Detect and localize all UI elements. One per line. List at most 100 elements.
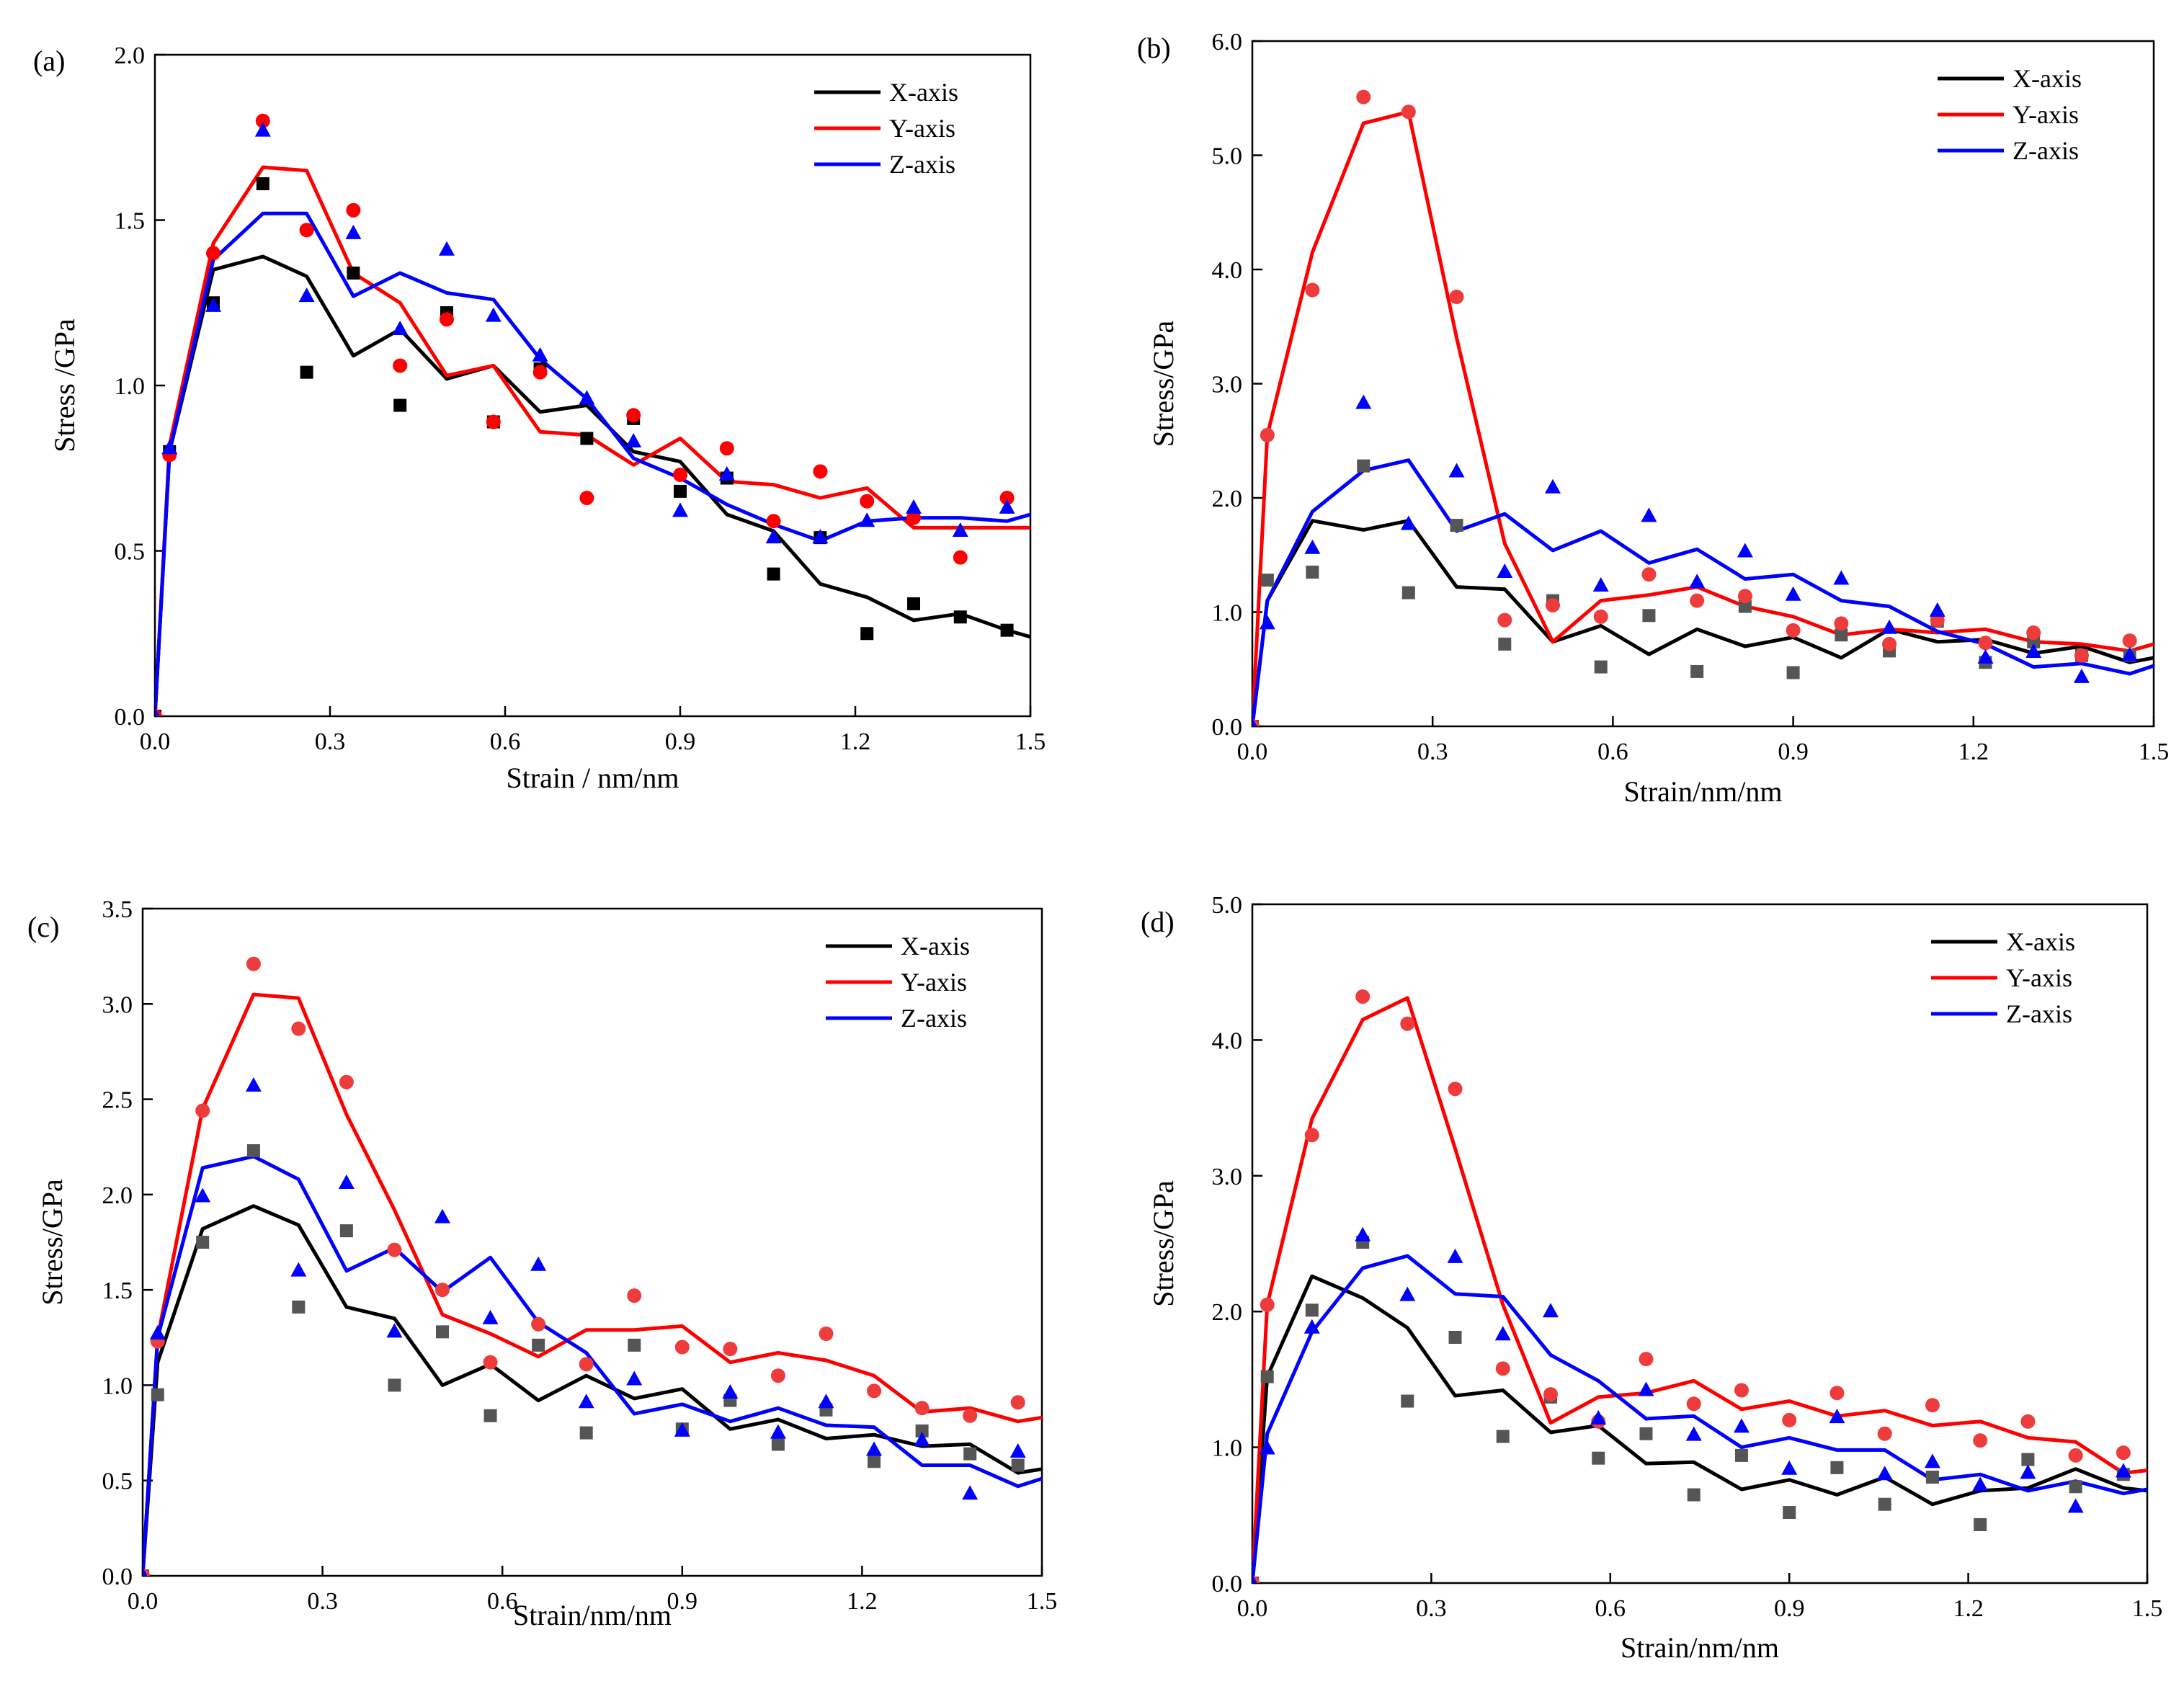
data-point-z-axis: [386, 1323, 403, 1338]
data-point-x-axis: [151, 1388, 164, 1401]
y-tick-label: 4.0: [1212, 1027, 1243, 1054]
y-tick-label: 5.0: [1212, 143, 1243, 170]
y-tick-label: 0.0: [102, 1564, 133, 1590]
data-point-z-axis: [161, 440, 178, 455]
y-tick-label: 1.0: [1212, 1435, 1243, 1462]
x-tick-label: 0.6: [490, 728, 521, 755]
data-point-x-axis: [915, 1424, 929, 1437]
data-point-y-axis: [2020, 1414, 2036, 1429]
data-point-z-axis: [1494, 1326, 1511, 1341]
data-point-y-axis: [393, 358, 408, 373]
data-point-x-axis: [393, 398, 407, 412]
data-point-z-axis: [579, 390, 595, 405]
data-point-x-axis: [628, 1338, 641, 1352]
data-point-z-axis: [770, 1424, 786, 1439]
x-axis-title: Strain/nm/nm: [1624, 775, 1783, 808]
data-point-y-axis: [1593, 609, 1608, 624]
data-point-z-axis: [1448, 463, 1465, 478]
data-point-z-axis: [1009, 1443, 1026, 1458]
data-point-x-axis: [2021, 1453, 2035, 1466]
series-line-y-axis: [143, 992, 1042, 1576]
data-point-y-axis: [1355, 989, 1370, 1004]
data-point-z-axis: [1447, 1248, 1463, 1263]
data-point-z-axis: [866, 1441, 883, 1456]
plot-area: [143, 956, 1042, 1576]
data-point-z-axis: [1689, 574, 1706, 589]
data-point-x-axis: [292, 1300, 306, 1314]
data-point-z-axis: [1737, 543, 1753, 558]
data-point-x-axis: [767, 567, 780, 581]
data-point-y-axis: [486, 414, 501, 429]
legend-label-z-axis: Z-axis: [2006, 999, 2072, 1028]
data-point-y-axis: [1260, 1297, 1275, 1312]
legend-label-y-axis: Y-axis: [889, 114, 955, 143]
legend-label-z-axis: Z-axis: [901, 1004, 967, 1033]
data-point-x-axis: [579, 1426, 593, 1440]
legend-label-x-axis: X-axis: [2006, 927, 2075, 956]
y-tick-label: 1.0: [1212, 600, 1243, 627]
data-point-y-axis: [999, 491, 1015, 506]
series-line-x-axis: [155, 254, 1030, 716]
x-tick-label: 1.2: [1958, 739, 1989, 765]
data-point-y-axis: [963, 1408, 978, 1423]
data-point-z-axis: [578, 1394, 594, 1409]
data-point-x-axis: [1357, 459, 1370, 473]
data-point-x-axis: [1306, 566, 1319, 579]
data-point-z-axis: [999, 499, 1015, 514]
data-point-x-axis: [388, 1378, 401, 1392]
data-point-z-axis: [482, 1309, 499, 1324]
data-point-x-axis: [1594, 660, 1608, 674]
data-point-x-axis: [1496, 1430, 1510, 1443]
series-line-z-axis: [1252, 1254, 2147, 1583]
data-point-z-axis: [1355, 394, 1372, 409]
plot-frame: [1251, 903, 2149, 1584]
y-tick-label: 1.0: [102, 1373, 133, 1399]
data-point-y-axis: [1690, 593, 1705, 608]
x-tick-label: 0.9: [665, 728, 696, 755]
data-point-x-axis: [1011, 1458, 1025, 1472]
data-point-z-axis: [1259, 1440, 1275, 1455]
data-point-y-axis: [627, 1288, 642, 1303]
data-point-z-axis: [392, 320, 409, 335]
data-point-z-axis: [1785, 586, 1801, 601]
data-point-z-axis: [1829, 1409, 1845, 1424]
data-point-z-axis: [2025, 643, 2042, 658]
data-point-x-axis: [1830, 1461, 1844, 1474]
data-point-z-axis: [1881, 619, 1898, 634]
data-point-z-axis: [2067, 1498, 2084, 1513]
y-tick-label: 3.0: [1212, 1164, 1243, 1190]
data-point-z-axis: [1733, 1418, 1750, 1433]
data-point-y-axis: [532, 365, 548, 380]
data-point-x-axis: [1738, 599, 1752, 613]
data-point-y-axis: [1304, 1128, 1319, 1143]
panel-label: (c): [27, 911, 59, 943]
data-point-x-axis: [436, 1325, 449, 1339]
y-tick-label: 0.0: [1212, 1571, 1243, 1597]
panel-label: (a): [33, 45, 65, 77]
data-point-x-axis: [1498, 637, 1512, 651]
y-tick-label: 0.5: [115, 539, 146, 566]
x-tick-label: 0.0: [128, 1588, 159, 1615]
data-point-x-axis: [1783, 1506, 1796, 1520]
data-point-z-axis: [532, 347, 548, 362]
x-tick-label: 0.6: [1595, 1595, 1626, 1622]
data-point-x-axis: [347, 266, 360, 280]
data-point-z-axis: [914, 1432, 930, 1447]
chart-panel-b: 0.0 0.3 0.6 0.9 1.2 1.5 0.0 1.0 2.0 3.0 4.0 5.0 6.0 S…: [1137, 29, 2169, 808]
y-tick-label: 5.0: [1212, 892, 1243, 919]
x-tick-label: 1.2: [840, 728, 871, 755]
data-point-y-axis: [1305, 282, 1320, 298]
data-point-y-axis: [299, 223, 314, 238]
data-point-y-axis: [673, 467, 687, 482]
data-point-z-axis: [1545, 478, 1561, 494]
data-point-y-axis: [1834, 616, 1849, 631]
data-point-x-axis: [246, 1144, 260, 1158]
data-point-z-axis: [149, 1324, 166, 1339]
y-tick-label: 1.5: [115, 208, 146, 235]
data-point-y-axis: [387, 1242, 402, 1257]
data-point-z-axis: [245, 1077, 262, 1092]
data-point-x-axis: [1786, 666, 1800, 679]
data-point-y-axis: [1882, 636, 1897, 651]
y-tick-label: 1.5: [102, 1278, 133, 1304]
y-tick-label: 6.0: [1212, 29, 1243, 55]
